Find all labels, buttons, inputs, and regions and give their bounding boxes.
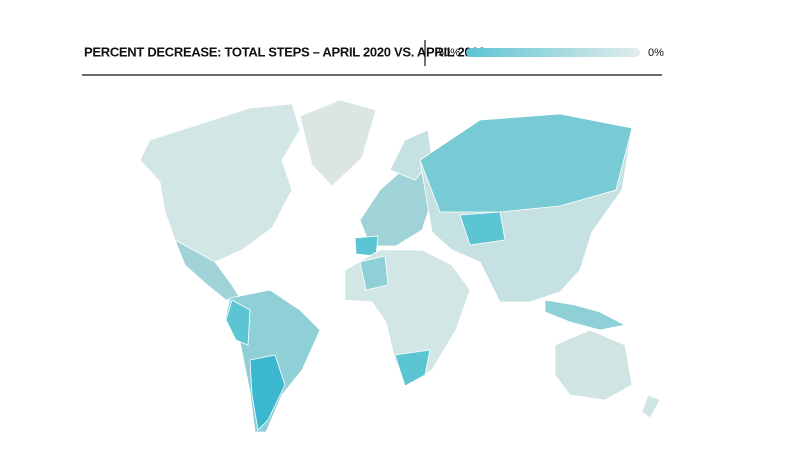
australia (554, 329, 633, 401)
indonesia (544, 299, 627, 331)
legend-max-label: 0% (648, 47, 664, 59)
greenland (299, 99, 377, 187)
kazakhstan (459, 211, 506, 246)
russia (419, 113, 633, 213)
title: PERCENT DECREASE: TOTAL STEPS – APRIL 20… (84, 44, 485, 59)
new-zealand (641, 394, 661, 419)
argentina (249, 354, 286, 431)
south-africa (394, 349, 431, 387)
legend-gradient (466, 48, 640, 57)
peru (225, 299, 251, 346)
north-america (139, 103, 301, 263)
world-map (139, 99, 661, 433)
legend-min-label: -50% (434, 47, 460, 59)
algeria (359, 255, 389, 291)
